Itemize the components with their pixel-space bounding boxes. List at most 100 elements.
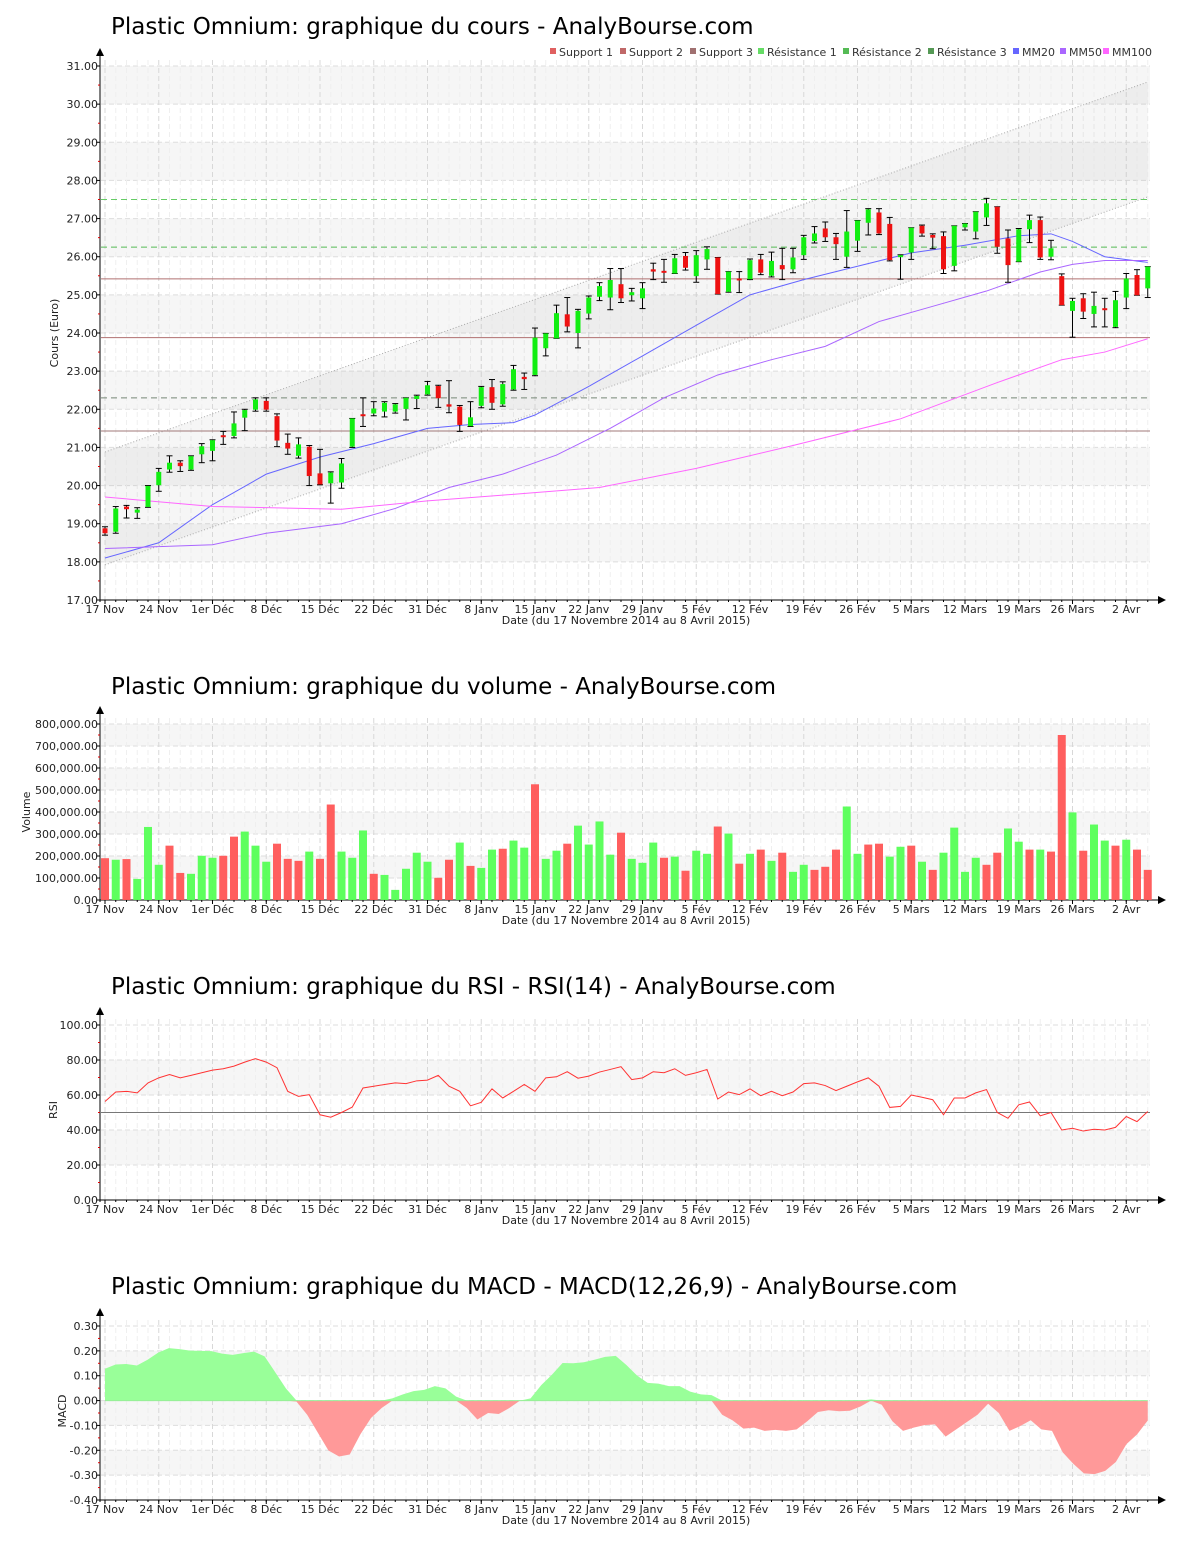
candle-body bbox=[726, 271, 731, 292]
x-tick-label: 12 Mars bbox=[943, 903, 987, 916]
volume-bar bbox=[584, 844, 593, 900]
x-axis-arrow-icon bbox=[1158, 1196, 1166, 1204]
candle-body bbox=[1080, 298, 1086, 312]
x-tick-label: 22 Janv bbox=[568, 1503, 609, 1516]
candle-body bbox=[156, 471, 162, 486]
candlestick bbox=[327, 471, 334, 504]
candlestick bbox=[510, 364, 517, 391]
volume-bar bbox=[219, 855, 228, 900]
candlestick bbox=[209, 439, 216, 462]
candlestick bbox=[1048, 239, 1054, 261]
candlestick bbox=[338, 457, 345, 489]
candle-body bbox=[790, 257, 796, 270]
candlestick bbox=[499, 381, 506, 407]
x-tick-label: 15 Janv bbox=[515, 1503, 556, 1516]
volume-bar bbox=[509, 840, 518, 900]
x-tick-label: 5 Mars bbox=[893, 1503, 930, 1516]
y-tick-label: 400,000.00 bbox=[35, 806, 98, 819]
x-tick-label: 15 Déc bbox=[301, 1203, 340, 1216]
candle-body bbox=[210, 440, 215, 451]
macd-chart-title: Plastic Omnium: graphique du MACD - MACD… bbox=[111, 1274, 957, 1300]
volume-bar bbox=[563, 843, 572, 900]
y-tick-label: -0.10 bbox=[70, 1419, 98, 1432]
candlestick bbox=[1037, 216, 1044, 260]
volume-bar bbox=[939, 852, 948, 900]
y-tick-label: 800,000.00 bbox=[35, 718, 98, 731]
rsi-chart-title: Plastic Omnium: graphique du RSI - RSI(1… bbox=[111, 974, 836, 1000]
candlestick bbox=[919, 224, 925, 237]
x-tick-label: 26 Fév bbox=[839, 903, 876, 916]
volume-bar bbox=[412, 852, 421, 900]
regression-channel-fill bbox=[105, 82, 1148, 565]
candlestick bbox=[704, 246, 710, 270]
candle-body bbox=[1134, 275, 1140, 296]
channel-lower-line bbox=[104, 196, 1148, 566]
candle-body bbox=[478, 387, 484, 406]
candle-body bbox=[941, 236, 946, 270]
legend-item: Support 3 bbox=[690, 46, 753, 59]
x-tick-label: 15 Déc bbox=[301, 1503, 340, 1516]
volume-bar bbox=[230, 836, 238, 900]
volume-bar bbox=[531, 784, 539, 900]
candle-body bbox=[253, 399, 258, 410]
volume-bar bbox=[638, 862, 647, 900]
candlestick bbox=[102, 526, 108, 536]
candlestick bbox=[392, 403, 399, 414]
y-tick-label: 23.00 bbox=[67, 365, 99, 378]
candlestick bbox=[585, 295, 592, 320]
y-tick-label: 200,000.00 bbox=[35, 850, 98, 863]
x-tick-label: 19 Mars bbox=[997, 1503, 1041, 1516]
volume-bar bbox=[864, 844, 873, 900]
x-tick-label: 29 Janv bbox=[622, 1503, 663, 1516]
y-axis-title: MACD bbox=[56, 1395, 69, 1428]
y-tick-label: 0.10 bbox=[74, 1370, 99, 1383]
volume-bar bbox=[692, 850, 701, 900]
background-band bbox=[101, 294, 1150, 333]
y-tick-label: 0.30 bbox=[74, 1320, 99, 1333]
volume-bar bbox=[907, 845, 916, 900]
volume-bar bbox=[842, 806, 851, 900]
x-axis-title: Date (du 17 Novembre 2014 au 8 Avril 201… bbox=[502, 1514, 751, 1527]
volume-bar bbox=[595, 821, 604, 900]
x-tick-label: 19 Mars bbox=[997, 903, 1041, 916]
candlestick bbox=[564, 297, 571, 333]
candlestick bbox=[994, 206, 1001, 254]
volume-bar bbox=[423, 861, 432, 900]
y-tick-label: 0.00 bbox=[74, 1395, 99, 1408]
y-tick-label: 100,000.00 bbox=[35, 872, 98, 885]
volume-bar bbox=[402, 868, 410, 900]
price-panel: 17.00 18.00 19.00 20.00 21.00 22.00 23.00 24.00… bbox=[48, 46, 1166, 627]
candlestick bbox=[908, 227, 915, 260]
legend-item: Support 2 bbox=[620, 46, 683, 59]
candle-body bbox=[468, 417, 473, 427]
volume-bar bbox=[541, 858, 550, 900]
candlestick bbox=[1134, 269, 1140, 296]
candle-body bbox=[1145, 266, 1151, 289]
candlestick bbox=[886, 216, 893, 262]
x-tick-label: 15 Janv bbox=[515, 903, 556, 916]
volume-bar bbox=[337, 851, 346, 900]
volume-bar bbox=[1025, 849, 1034, 900]
volume-bar bbox=[144, 826, 152, 900]
candle-body bbox=[403, 397, 409, 409]
candlestick bbox=[757, 253, 764, 276]
volume-bar bbox=[369, 873, 378, 900]
candle-body bbox=[124, 506, 129, 510]
x-tick-label: 12 Mars bbox=[943, 1203, 987, 1216]
y-tick-label: 600,000.00 bbox=[35, 762, 98, 775]
candle-body bbox=[113, 508, 119, 532]
candlestick bbox=[1123, 272, 1130, 310]
volume-bar bbox=[617, 832, 625, 900]
candlestick bbox=[607, 268, 614, 311]
y-tick-label: 28.00 bbox=[67, 174, 99, 187]
candle-body bbox=[414, 395, 420, 399]
x-tick-label: 22 Janv bbox=[568, 603, 609, 616]
x-tick-label: 8 Déc bbox=[250, 1503, 282, 1516]
candle-body bbox=[930, 234, 936, 238]
y-axis-title: RSI bbox=[47, 1101, 60, 1119]
volume-bar bbox=[488, 849, 496, 900]
x-tick-label: 31 Déc bbox=[408, 1503, 447, 1516]
x-tick-label: 8 Déc bbox=[250, 903, 282, 916]
candle-body bbox=[220, 435, 226, 438]
